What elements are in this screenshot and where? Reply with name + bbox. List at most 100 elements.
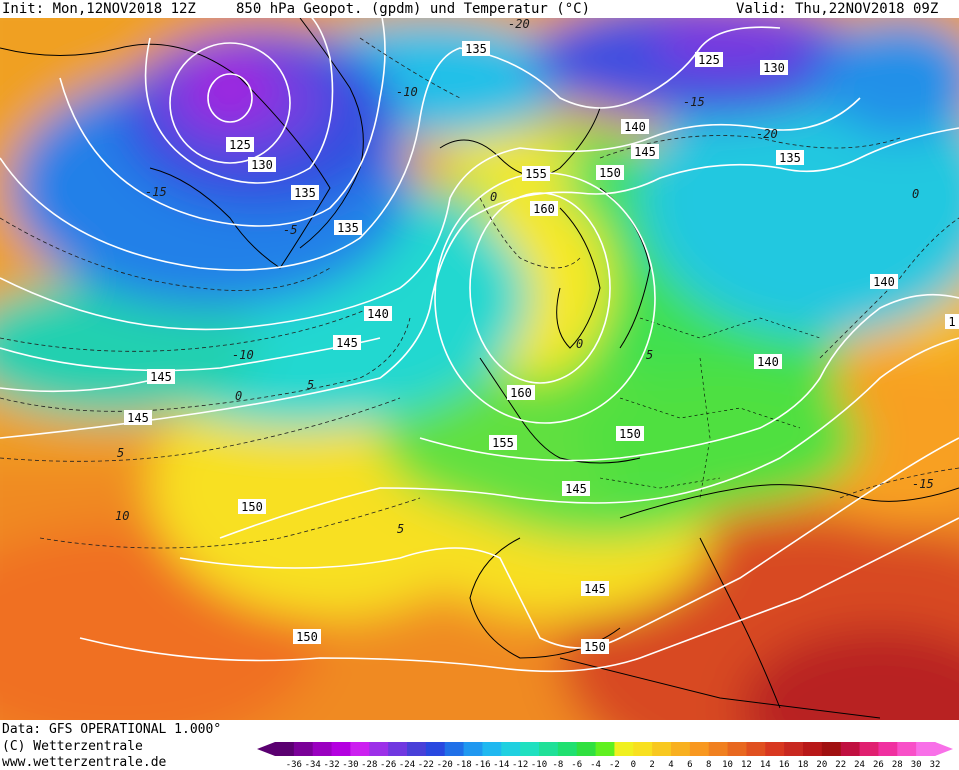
legend-swatch: [312, 742, 333, 756]
map-title: 850 hPa Geopot. (gpdm) und Temperatur (°…: [236, 1, 591, 17]
legend-tick-label: -34: [305, 760, 321, 770]
legend-swatch: [425, 742, 446, 756]
valid-time: Valid: Thu,22NOV2018 09Z: [736, 1, 939, 17]
svg-text:145: 145: [336, 336, 358, 350]
svg-text:130: 130: [763, 61, 785, 75]
legend-tick-label: -32: [323, 760, 339, 770]
legend-tick-label: 14: [760, 760, 771, 770]
legend-tick-label: 28: [892, 760, 903, 770]
svg-text:145: 145: [565, 482, 587, 496]
geo-label: 140: [364, 306, 392, 321]
legend-swatch: [293, 742, 314, 756]
geo-label: 150: [293, 629, 321, 644]
legend-swatch: [916, 742, 936, 756]
legend-tick-label: -14: [493, 760, 509, 770]
temp-label: 10: [115, 509, 129, 523]
legend-tick-label: -6: [571, 760, 582, 770]
geo-label: 145: [631, 144, 659, 159]
geo-label: 160: [507, 385, 535, 400]
legend-tick-label: -30: [342, 760, 358, 770]
legend-arrow-high: [935, 742, 953, 756]
svg-text:150: 150: [619, 427, 641, 441]
geo-label: 135: [291, 185, 319, 200]
legend-tick-label: 20: [816, 760, 827, 770]
geo-label: 135: [334, 220, 362, 235]
legend-swatch: [708, 742, 729, 756]
data-source: Data: GFS OPERATIONAL 1.000°: [2, 722, 222, 737]
color-legend: -36 -34 -32 -30 -28 -26 -24 -22 -20 -18 -16 -14 -12-…: [257, 742, 953, 770]
svg-text:135: 135: [294, 186, 316, 200]
svg-text:145: 145: [634, 145, 656, 159]
geo-label: 140: [870, 274, 898, 289]
temp-label: 0: [912, 187, 919, 201]
svg-text:150: 150: [599, 166, 621, 180]
legend-swatch: [350, 742, 370, 756]
legend-swatch: [595, 742, 615, 756]
geo-label: 150: [238, 499, 266, 514]
legend-tick-label: -12: [512, 760, 528, 770]
legend-swatch: [878, 742, 898, 756]
website-url: www.wetterzentrale.de: [2, 755, 167, 770]
legend-swatch: [463, 742, 483, 756]
legend-swatch: [520, 742, 540, 756]
init-time: Init: Mon,12NOV2018 12Z: [2, 1, 196, 17]
legend-swatch: [614, 742, 634, 756]
temperature-field: [0, 18, 959, 720]
temp-label: -15: [145, 185, 167, 199]
temp-label: 0: [576, 337, 583, 351]
legend-swatch: [482, 742, 502, 756]
legend-tick-label: -22: [418, 760, 434, 770]
legend-swatch: [671, 742, 691, 756]
temp-label: 5: [307, 378, 314, 392]
copyright: (C) Wetterzentrale: [2, 739, 143, 754]
geo-label: 145: [124, 410, 152, 425]
temp-label: -15: [912, 477, 934, 491]
map-canvas: 135 125 130 125 130 135 135 140 145 155 …: [0, 18, 959, 720]
legend-tick-label: 16: [779, 760, 790, 770]
legend-tick-label: 10: [722, 760, 733, 770]
legend-tick-label: 8: [706, 760, 711, 770]
legend-tick-label: 6: [687, 760, 692, 770]
svg-text:145: 145: [150, 370, 172, 384]
geo-label: 140: [754, 354, 782, 369]
legend-swatch: [369, 742, 389, 756]
temp-label: -20: [756, 127, 778, 141]
legend-tick-label: -16: [474, 760, 490, 770]
svg-text:140: 140: [873, 275, 895, 289]
temperature-contours: [0, 37, 959, 549]
geo-label: 135: [462, 41, 490, 56]
svg-text:130: 130: [251, 158, 273, 172]
temp-label: -5: [283, 223, 297, 237]
svg-text:140: 140: [367, 307, 389, 321]
temp-label: -10: [232, 348, 254, 362]
temp-label: 5: [397, 522, 404, 536]
geopotential-labels: 135 125 130 125 130 135 135 140 145 155 …: [124, 41, 959, 654]
country-borders: [599, 317, 821, 499]
legend-swatch: [859, 742, 879, 756]
temp-label: 0: [490, 190, 497, 204]
geopotential-contours: [0, 18, 959, 673]
legend-swatch: [652, 742, 672, 756]
svg-text:125: 125: [229, 138, 251, 152]
legend-tick-label: -24: [399, 760, 415, 770]
legend-tick-label: 26: [873, 760, 884, 770]
legend-tick-label: 32: [930, 760, 941, 770]
svg-text:145: 145: [127, 411, 149, 425]
legend-swatch: [275, 742, 295, 756]
legend-swatch: [501, 742, 521, 756]
svg-text:1: 1: [948, 315, 955, 329]
geo-label: 130: [248, 157, 276, 172]
legend-tick-label: -4: [590, 760, 601, 770]
geo-label: 160: [530, 201, 558, 216]
svg-text:155: 155: [492, 436, 514, 450]
svg-text:160: 160: [533, 202, 555, 216]
geo-label: 125: [226, 137, 254, 152]
legend-swatch: [803, 742, 823, 756]
legend-swatch: [784, 742, 804, 756]
map-footer: Data: GFS OPERATIONAL 1.000° (C) Wetterz…: [0, 720, 959, 770]
geo-label: 150: [581, 639, 609, 654]
legend-tick-label: 12: [741, 760, 752, 770]
legend-tick-label: -8: [552, 760, 563, 770]
legend-tick-label: -18: [455, 760, 471, 770]
geo-label: 145: [562, 481, 590, 496]
